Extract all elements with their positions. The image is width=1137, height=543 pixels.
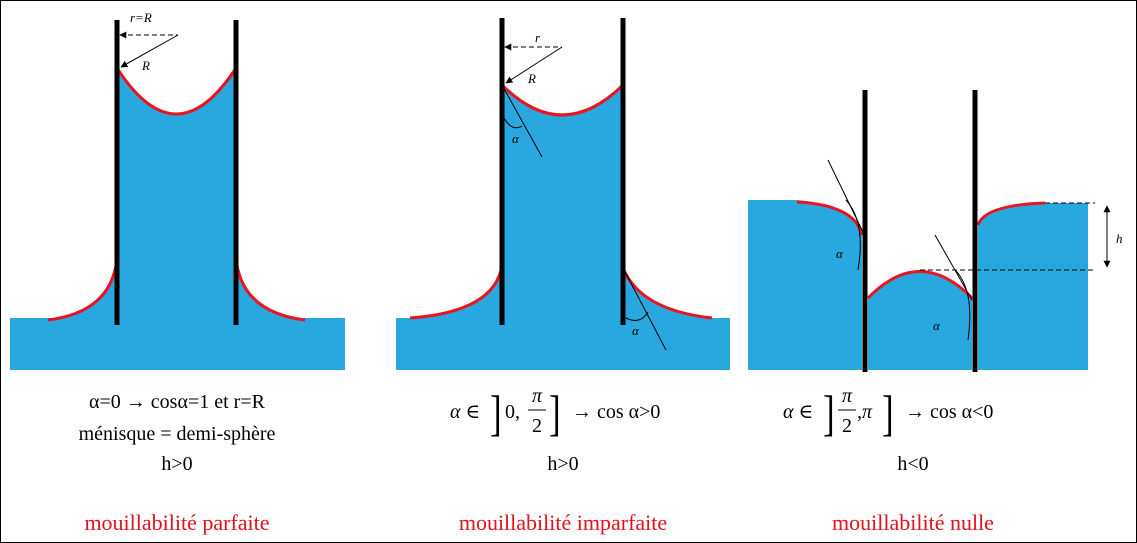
- outer-liquid: [48, 258, 117, 320]
- equation: → cos α>0: [572, 401, 660, 423]
- tangent: [501, 84, 543, 158]
- label: R: [527, 71, 536, 86]
- radius-arrow: [505, 46, 563, 84]
- label: r=R: [130, 10, 152, 25]
- label: α: [933, 318, 941, 333]
- tangent: [622, 267, 667, 351]
- equation: ,π: [857, 401, 873, 423]
- fraction-num: π: [842, 385, 853, 407]
- angle-arc: [503, 117, 523, 129]
- equation: α ∈: [450, 401, 480, 423]
- angle-arc: [625, 311, 649, 321]
- outer-liquid: [978, 203, 1088, 370]
- bath: [396, 318, 730, 370]
- bracket: ]: [823, 387, 835, 441]
- outer-liquid: [410, 265, 502, 320]
- equation: → cos α<0: [905, 401, 993, 423]
- equation: h>0: [547, 453, 578, 475]
- outer-liquid: [748, 200, 862, 370]
- angle-arc: [845, 199, 861, 271]
- panel-nulle: α α h α ∈ ] π 2 ,π ] → cos α<0 h<0 mouil…: [748, 90, 1123, 535]
- angle-arc: [954, 269, 971, 341]
- column: [502, 85, 623, 318]
- outer-liquid: [236, 258, 305, 320]
- outer-liquid: [623, 268, 712, 320]
- equation: h<0: [897, 453, 928, 475]
- label: h: [1116, 231, 1123, 246]
- bath: [10, 318, 345, 370]
- bracket: ]: [882, 387, 894, 441]
- equation: h>0: [161, 453, 192, 475]
- caption: mouillabilité nulle: [832, 510, 994, 535]
- panel-imparfaite: r R α α α ∈ ] 0, π 2 ] → cos α>0 h>0 mou…: [396, 18, 730, 535]
- meniscus: [796, 200, 864, 236]
- meniscus: [409, 264, 504, 320]
- meniscus: [976, 201, 1046, 226]
- label: α: [512, 131, 520, 146]
- column: [117, 68, 236, 318]
- equation: α=0 → cosα=1 et r=R: [89, 391, 266, 413]
- label: r: [535, 30, 541, 45]
- fraction-den: 2: [842, 415, 852, 437]
- caption: mouillabilité imparfaite: [459, 510, 667, 535]
- equation: α ∈: [783, 401, 813, 423]
- label: α: [632, 323, 640, 338]
- equation: 0,: [505, 401, 520, 423]
- bracket: ]: [490, 387, 502, 441]
- fraction-den: 2: [532, 415, 542, 437]
- column: [868, 271, 972, 370]
- meniscus: [115, 67, 238, 116]
- panel-parfaite: r=R R α=0 → cosα=1 et r=R ménisque = dem…: [10, 10, 345, 535]
- label: α: [836, 246, 844, 261]
- fraction-num: π: [532, 385, 543, 407]
- meniscus: [500, 83, 625, 117]
- label: R: [141, 58, 150, 73]
- bracket: ]: [549, 387, 561, 441]
- meniscus: [866, 270, 974, 300]
- equation: ménisque = demi-sphère: [79, 423, 276, 445]
- caption: mouillabilité parfaite: [84, 510, 269, 535]
- radius-arrow: [120, 34, 179, 68]
